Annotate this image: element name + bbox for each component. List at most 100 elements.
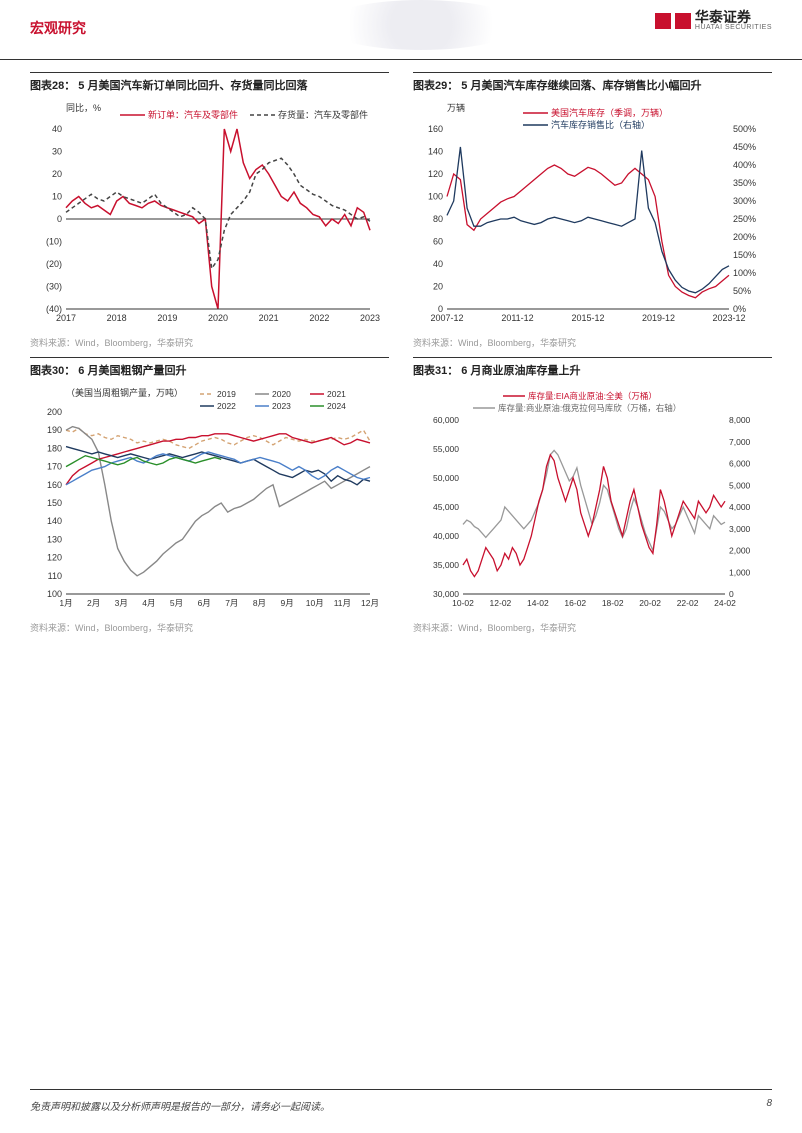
svg-text:4,000: 4,000 [729,502,751,512]
svg-text:20-02: 20-02 [639,598,661,608]
svg-text:2020: 2020 [208,313,228,323]
svg-text:55,000: 55,000 [433,444,459,454]
svg-text:22-02: 22-02 [677,598,699,608]
svg-text:45,000: 45,000 [433,502,459,512]
chart-29-svg: 万辆美国汽车库存（季调，万辆）汽车库存销售比（右轴）02040608010012… [413,99,763,329]
svg-text:40: 40 [433,259,443,269]
svg-text:350%: 350% [733,178,756,188]
svg-text:130: 130 [47,534,62,544]
svg-text:2022: 2022 [309,313,329,323]
svg-text:汽车库存销售比（右轴）: 汽车库存销售比（右轴） [551,119,650,130]
svg-text:8月: 8月 [253,598,266,608]
svg-text:2011-12: 2011-12 [501,313,533,323]
svg-text:80: 80 [433,214,443,224]
svg-text:8,000: 8,000 [729,415,751,425]
svg-text:60,000: 60,000 [433,415,459,425]
svg-text:11月: 11月 [334,598,351,608]
svg-text:(20): (20) [46,259,62,269]
svg-text:2019: 2019 [157,313,177,323]
svg-text:美国汽车库存（季调，万辆）: 美国汽车库存（季调，万辆） [551,107,668,118]
logo-text-cn: 华泰证券 [695,10,772,24]
svg-text:2023: 2023 [360,313,380,323]
svg-text:2022: 2022 [217,401,236,411]
chart-28-svg: 同比，%新订单：汽车及零部件存货量：汽车及零部件(40)(30)(20)(10)… [30,99,380,329]
svg-text:60: 60 [433,237,443,247]
chart-title: 图表30： 6 月美国粗钢产量回升 [30,357,389,384]
svg-text:200: 200 [47,407,62,417]
svg-text:9月: 9月 [280,598,293,608]
svg-text:1,000: 1,000 [729,567,751,577]
source-note: 资料来源：Wind，Bloomberg，华泰研究 [413,334,772,349]
svg-text:2023: 2023 [272,401,291,411]
svg-text:库存量:商业原油:俄克拉何马库欣（万桶，右轴）: 库存量:商业原油:俄克拉何马库欣（万桶，右轴） [498,403,681,413]
svg-text:2021: 2021 [259,313,279,323]
chart-title: 图表31： 6 月商业原油库存量上升 [413,357,772,384]
svg-text:2018: 2018 [107,313,127,323]
svg-text:450%: 450% [733,142,756,152]
page-number: 8 [766,1098,772,1113]
source-note: 资料来源：Wind，Bloomberg，华泰研究 [30,334,389,349]
chart-31-svg: 库存量:EIA商业原油:全美（万桶）库存量:商业原油:俄克拉何马库欣（万桶，右轴… [413,384,763,614]
svg-text:2024: 2024 [327,401,346,411]
chart-title: 图表28： 5 月美国汽车新订单同比回升、存货量同比回落 [30,72,389,99]
svg-text:2007-12: 2007-12 [430,313,463,323]
svg-text:170: 170 [47,462,62,472]
chart-panel-28: 图表28： 5 月美国汽车新订单同比回升、存货量同比回落 同比，%新订单：汽车及… [30,72,389,349]
svg-text:20: 20 [52,169,62,179]
svg-text:30: 30 [52,147,62,157]
svg-text:5,000: 5,000 [729,480,751,490]
svg-text:140: 140 [428,147,443,157]
svg-text:2月: 2月 [87,598,100,608]
svg-text:3,000: 3,000 [729,524,751,534]
svg-text:120: 120 [47,553,62,563]
svg-text:4月: 4月 [142,598,155,608]
chart-panel-29: 图表29： 5 月美国汽车库存继续回落、库存销售比小幅回升 万辆美国汽车库存（季… [413,72,772,349]
chart-30-svg: （美国当周粗钢产量，万吨）201920202021202220232024100… [30,384,380,614]
svg-text:万辆: 万辆 [447,102,465,113]
svg-text:（美国当周粗钢产量，万吨）: （美国当周粗钢产量，万吨） [66,387,183,398]
svg-text:50,000: 50,000 [433,473,459,483]
chart-panel-30: 图表30： 6 月美国粗钢产量回升 （美国当周粗钢产量，万吨） 2019 2020 2… [30,357,389,634]
svg-text:(10): (10) [46,237,62,247]
svg-text:18-02: 18-02 [602,598,624,608]
svg-text:250%: 250% [733,214,756,224]
header-decor [321,0,521,50]
svg-text:2023-12: 2023-12 [712,313,745,323]
logo-text-en: HUATAI SECURITIES [695,24,772,31]
svg-text:500%: 500% [733,124,756,134]
svg-text:2,000: 2,000 [729,546,751,556]
svg-text:2021: 2021 [327,389,346,399]
page-header: 宏观研究 华泰证券 HUATAI SECURITIES [0,0,802,60]
svg-text:2020: 2020 [272,389,291,399]
svg-text:10月: 10月 [306,598,324,608]
svg-text:12-02: 12-02 [490,598,512,608]
logo-icon [655,13,671,29]
svg-text:110: 110 [48,571,62,581]
svg-text:5月: 5月 [170,598,183,608]
svg-text:160: 160 [428,124,443,134]
svg-text:12月: 12月 [361,598,379,608]
svg-text:40,000: 40,000 [433,531,459,541]
svg-text:3月: 3月 [115,598,128,608]
svg-text:40: 40 [52,124,62,134]
svg-text:190: 190 [47,425,62,435]
svg-text:2015-12: 2015-12 [571,313,604,323]
svg-text:300%: 300% [733,196,756,206]
svg-text:(30): (30) [46,282,62,292]
logo-icon [675,13,691,29]
svg-text:10: 10 [52,192,62,202]
svg-text:2019: 2019 [217,389,236,399]
svg-text:7月: 7月 [225,598,238,608]
source-note: 资料来源：Wind，Bloomberg，华泰研究 [413,619,772,634]
svg-text:同比，%: 同比，% [66,102,101,113]
svg-text:24-02: 24-02 [714,598,736,608]
svg-text:2019-12: 2019-12 [642,313,675,323]
page-footer: 免责声明和披露以及分析师声明是报告的一部分，请务必一起阅读。 8 [30,1089,772,1113]
svg-text:6,000: 6,000 [729,459,751,469]
svg-text:2017: 2017 [56,313,76,323]
svg-text:150%: 150% [733,250,756,260]
section-title: 宏观研究 [30,20,86,36]
svg-text:20: 20 [433,282,443,292]
content-area: 图表28： 5 月美国汽车新订单同比回升、存货量同比回落 同比，%新订单：汽车及… [0,60,802,646]
svg-text:140: 140 [47,516,62,526]
